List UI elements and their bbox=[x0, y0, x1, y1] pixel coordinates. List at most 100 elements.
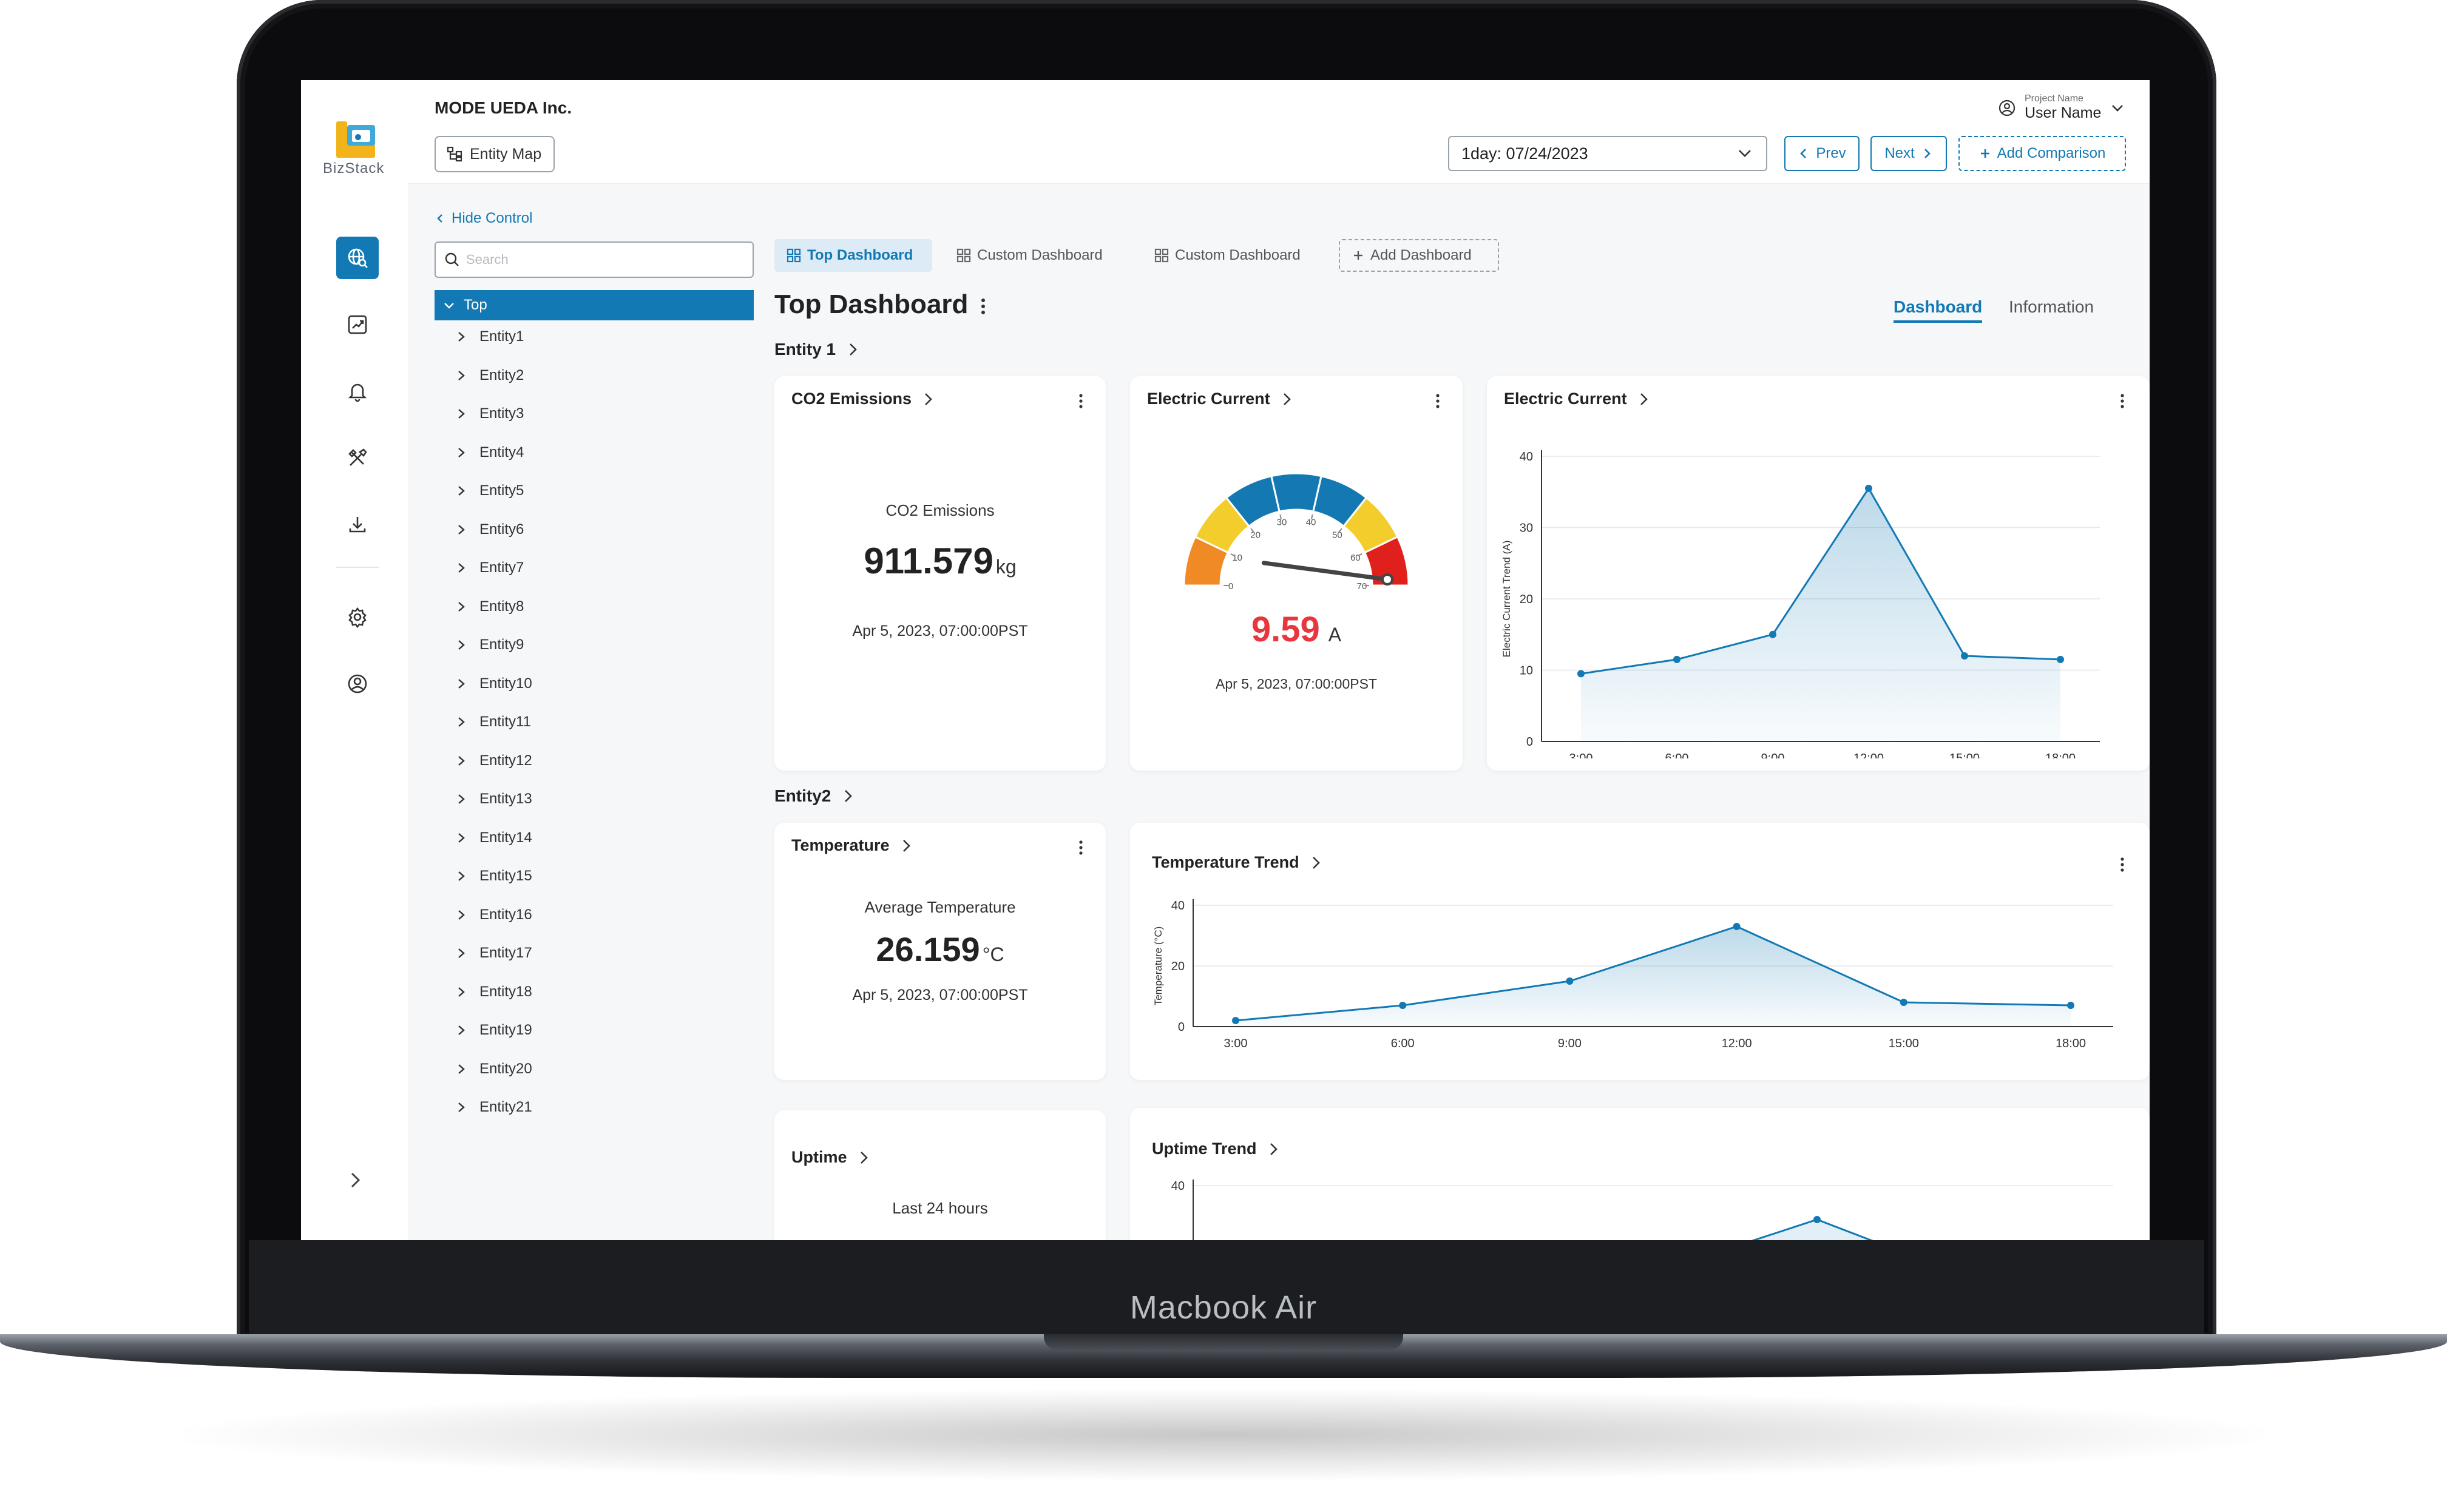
download-icon[interactable] bbox=[336, 504, 379, 546]
add-dashboard-button[interactable]: Add Dashboard bbox=[1339, 239, 1499, 272]
y-axis-label: Temperature (°C) bbox=[1152, 926, 1164, 1006]
tree-item[interactable]: Entity20 bbox=[456, 1057, 532, 1081]
nav-rail: BizStack bbox=[301, 80, 408, 1240]
tab-custom-dashboard-2[interactable]: Custom Dashboard bbox=[1142, 239, 1313, 272]
gear-icon[interactable] bbox=[336, 596, 379, 638]
tree-item[interactable]: Entity11 bbox=[456, 710, 531, 734]
tree-item[interactable]: Entity15 bbox=[456, 864, 532, 888]
uptime-trend-title[interactable]: Uptime Trend bbox=[1152, 1139, 1279, 1158]
tree-item-label: Entity15 bbox=[479, 868, 532, 884]
data-point[interactable] bbox=[1900, 999, 1907, 1006]
view-tab-information[interactable]: Information bbox=[2009, 297, 2094, 316]
series-line bbox=[1235, 925, 2071, 1022]
data-point[interactable] bbox=[1566, 977, 1574, 985]
gauge-needle bbox=[1261, 561, 1390, 582]
chevron-right-icon bbox=[1283, 393, 1291, 405]
tree-item[interactable]: Entity21 bbox=[456, 1095, 532, 1119]
tree-item[interactable]: Entity5 bbox=[456, 479, 524, 503]
tree-root-top[interactable]: Top bbox=[435, 290, 754, 320]
data-point[interactable] bbox=[1733, 923, 1741, 930]
co2-value-row: 911.579 kg bbox=[774, 540, 1106, 582]
gauge-card-title[interactable]: Electric Current bbox=[1147, 390, 1292, 408]
tree-item-label: Entity12 bbox=[479, 752, 532, 769]
tree-item-label: Entity19 bbox=[479, 1022, 532, 1038]
tree-item[interactable]: Entity8 bbox=[456, 595, 524, 619]
tree-item[interactable]: Entity19 bbox=[456, 1018, 532, 1042]
user-menu[interactable]: Project Name User Name bbox=[1998, 93, 2125, 122]
uptime-label: Last 24 hours bbox=[892, 1199, 988, 1217]
data-point[interactable] bbox=[1865, 484, 1872, 492]
add-comparison-button[interactable]: Add Comparison bbox=[1958, 136, 2126, 171]
entity-map-label: Entity Map bbox=[470, 145, 542, 163]
gauge-tick-label: 0 bbox=[1228, 581, 1233, 592]
tree-item[interactable]: Entity1 bbox=[456, 325, 524, 349]
kebab-menu-icon[interactable] bbox=[2119, 393, 2125, 409]
x-tick-label: 18:00 bbox=[2045, 752, 2076, 758]
co2-card-title[interactable]: CO2 Emissions bbox=[791, 390, 933, 408]
expand-rail-chevron-icon[interactable] bbox=[346, 1171, 364, 1189]
view-tab-dashboard[interactable]: Dashboard bbox=[1894, 297, 1983, 323]
chevron-right-icon bbox=[845, 790, 853, 802]
kebab-menu-icon[interactable] bbox=[1435, 393, 1441, 409]
tree-item[interactable]: Entity12 bbox=[456, 749, 532, 773]
dashboard-icon bbox=[956, 248, 971, 263]
tree-item[interactable]: Entity14 bbox=[456, 826, 532, 850]
kebab-menu-icon[interactable] bbox=[980, 297, 987, 316]
tree-item[interactable]: Entity18 bbox=[456, 980, 532, 1004]
kebab-menu-icon[interactable] bbox=[2119, 857, 2125, 872]
hide-control-link[interactable]: Hide Control bbox=[435, 210, 532, 227]
plus-icon bbox=[1354, 251, 1362, 260]
data-point[interactable] bbox=[2067, 1002, 2074, 1009]
tab-label: Add Dashboard bbox=[1370, 247, 1472, 263]
data-point[interactable] bbox=[1399, 1002, 1407, 1009]
date-range-value: 1day: 07/24/2023 bbox=[1461, 144, 1588, 163]
gauge-tick-label: 10 bbox=[1232, 553, 1242, 563]
tools-icon[interactable] bbox=[336, 437, 379, 479]
user-circle-icon[interactable] bbox=[336, 663, 379, 705]
prev-button[interactable]: Prev bbox=[1784, 136, 1860, 171]
data-point[interactable] bbox=[1961, 652, 1968, 660]
current-trend-card: Electric Current 0 10 20 30 40 Electric Curre… bbox=[1487, 376, 2150, 771]
tree-item[interactable]: Entity9 bbox=[456, 633, 524, 657]
tree-item[interactable]: Entity4 bbox=[456, 440, 524, 465]
chart-icon[interactable] bbox=[336, 303, 379, 346]
temperature-card-title[interactable]: Temperature bbox=[791, 836, 912, 855]
temperature-trend-title[interactable]: Temperature Trend bbox=[1152, 853, 1321, 872]
tree-item[interactable]: Entity10 bbox=[456, 672, 532, 696]
entity-map-button[interactable]: Entity Map bbox=[435, 136, 555, 172]
section-entity-2[interactable]: Entity2 bbox=[774, 786, 854, 806]
data-point[interactable] bbox=[2057, 655, 2064, 663]
uptime-card-title[interactable]: Uptime bbox=[791, 1148, 869, 1167]
hide-control-label: Hide Control bbox=[452, 210, 533, 226]
tab-top-dashboard[interactable]: Top Dashboard bbox=[774, 239, 932, 272]
tree-item[interactable]: Entity17 bbox=[456, 941, 532, 965]
tree-item[interactable]: Entity3 bbox=[456, 402, 524, 426]
search-input[interactable]: Search bbox=[435, 241, 754, 278]
chevron-right-icon bbox=[458, 910, 465, 920]
kebab-menu-icon[interactable] bbox=[1078, 393, 1084, 409]
tab-custom-dashboard-1[interactable]: Custom Dashboard bbox=[944, 239, 1115, 272]
tree-item[interactable]: Entity16 bbox=[456, 903, 532, 927]
data-point[interactable] bbox=[1673, 655, 1680, 663]
tree-item-label: Entity2 bbox=[479, 366, 524, 383]
data-point[interactable] bbox=[1232, 1017, 1239, 1024]
gauge-unit: A bbox=[1328, 624, 1342, 646]
bell-icon[interactable] bbox=[336, 370, 379, 413]
data-point[interactable] bbox=[1769, 630, 1776, 638]
globe-search-icon[interactable] bbox=[336, 237, 379, 279]
tree-item[interactable]: Entity7 bbox=[456, 556, 524, 580]
tree-item[interactable]: Entity13 bbox=[456, 787, 532, 811]
current-trend-title[interactable]: Electric Current bbox=[1504, 390, 1649, 408]
section-entity-1[interactable]: Entity 1 bbox=[774, 340, 859, 359]
date-range-select[interactable]: 1day: 07/24/2023 bbox=[1448, 136, 1767, 171]
tree-item-label: Entity18 bbox=[479, 983, 532, 1000]
kebab-menu-icon[interactable] bbox=[1078, 840, 1084, 856]
next-button[interactable]: Next bbox=[1870, 136, 1947, 171]
data-point[interactable] bbox=[1577, 670, 1585, 678]
gauge-tick-label: 60 bbox=[1350, 553, 1361, 563]
gauge-tick bbox=[1338, 528, 1342, 533]
chevron-right-icon bbox=[1640, 393, 1648, 405]
tree-item[interactable]: Entity6 bbox=[456, 518, 524, 542]
data-point[interactable] bbox=[1813, 1216, 1821, 1223]
tree-item[interactable]: Entity2 bbox=[456, 363, 524, 388]
